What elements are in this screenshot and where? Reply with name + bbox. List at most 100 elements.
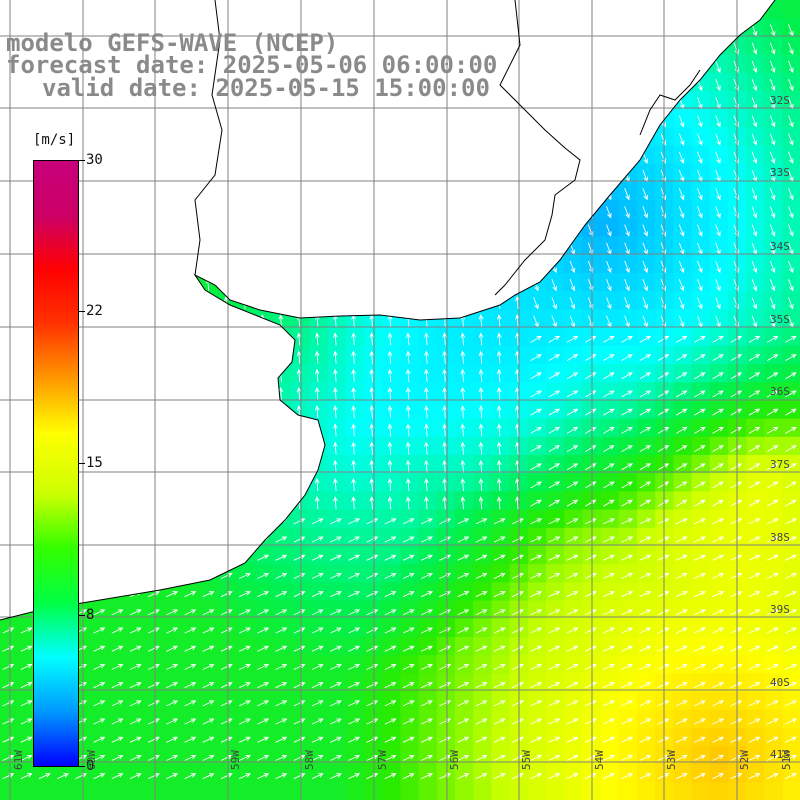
wind-speed-cell: [0, 345, 19, 365]
wind-arrow: [2, 591, 15, 598]
wind-arrow: [202, 682, 215, 689]
wind-arrow: [584, 463, 597, 471]
wind-speed-cell: [72, 782, 92, 800]
wind-arrow: [314, 386, 320, 401]
wind-arrow: [311, 609, 324, 616]
wind-arrow: [748, 499, 761, 507]
wind-arrow: [242, 150, 247, 164]
wind-arrow: [548, 591, 561, 598]
wind-arrow: [512, 554, 524, 561]
wind-speed-cell: [127, 127, 147, 147]
wind-speed-cell: [491, 182, 511, 201]
wind-arrow: [657, 718, 670, 725]
wind-arrow: [478, 332, 484, 346]
wind-arrow: [2, 572, 15, 579]
wind-speed-cell: [382, 109, 401, 128]
wind-arrow: [293, 773, 306, 780]
wind-speed-cell: [127, 291, 147, 310]
wind-speed-cell: [109, 327, 128, 347]
wind-arrow: [678, 78, 685, 92]
wind-arrow: [493, 645, 506, 652]
wind-speed-cell: [254, 509, 274, 529]
wind-arrow: [675, 499, 688, 507]
wind-arrow: [311, 736, 324, 743]
wind-arrow: [78, 350, 83, 364]
wind-arrow: [748, 354, 761, 361]
wind-arrow: [530, 426, 542, 434]
wind-arrow: [530, 518, 543, 525]
wind-arrow: [351, 405, 356, 419]
wind-arrow: [387, 405, 393, 419]
wind-arrow: [369, 386, 375, 401]
wind-arrow: [769, 133, 776, 146]
wind-arrow: [675, 682, 688, 689]
wind-arrow: [5, 295, 11, 310]
wind-arrow: [748, 682, 761, 689]
wind-speed-cell: [782, 273, 800, 292]
wind-speed-cell: [618, 0, 638, 19]
wind-arrow: [314, 204, 320, 219]
wind-speed-cell: [655, 218, 674, 238]
wind-arrow: [387, 423, 393, 437]
wind-arrow: [38, 773, 51, 780]
wind-arrow: [675, 390, 688, 398]
wind-arrow: [220, 773, 233, 780]
wind-arrow: [675, 645, 688, 652]
wind-arrow: [205, 204, 211, 219]
wind-arrow: [187, 277, 193, 291]
wind-arrow: [551, 24, 557, 37]
wind-arrow: [260, 150, 265, 164]
wind-arrow: [387, 132, 393, 146]
wind-arrow: [493, 718, 506, 725]
wind-speed-cell: [127, 400, 147, 420]
wind-arrow: [351, 295, 356, 310]
wind-speed-cell: [546, 309, 565, 329]
wind-arrow: [293, 754, 306, 761]
wind-arrow: [184, 572, 197, 579]
wind-speed-cell: [0, 582, 19, 602]
wind-arrow: [405, 259, 411, 273]
wind-speed-cell: [782, 109, 800, 128]
wind-arrow: [296, 223, 302, 237]
wind-speed-cell: [546, 109, 565, 128]
wind-arrow: [405, 204, 411, 219]
wind-arrow: [730, 554, 743, 561]
wind-arrow: [387, 22, 393, 37]
wind-arrow: [220, 518, 233, 525]
wind-arrow: [242, 350, 247, 364]
wind-arrow: [5, 204, 11, 219]
wind-arrow: [424, 113, 429, 128]
wind-speed-cell: [527, 200, 547, 219]
wind-arrow: [478, 314, 484, 328]
wind-arrow: [788, 151, 794, 164]
wind-arrow: [603, 591, 615, 598]
colorbar-tick-8: 8: [86, 607, 95, 623]
lat-label-37s: 37S: [770, 458, 790, 471]
wind-arrow: [766, 354, 779, 361]
wind-arrow: [530, 718, 543, 725]
wind-arrow: [642, 97, 648, 110]
wind-arrow: [694, 718, 706, 725]
wind-speed-cell: [345, 218, 365, 238]
wind-arrow: [351, 223, 356, 237]
wind-arrow: [442, 132, 447, 146]
wind-arrow: [748, 591, 761, 598]
wind-arrow: [748, 773, 761, 780]
wind-arrow: [475, 773, 488, 780]
wind-speed-cell: [764, 782, 784, 800]
wind-speed-cell: [637, 218, 656, 238]
wind-speed-cell: [236, 0, 256, 19]
wind-arrow: [694, 609, 706, 616]
wind-speed-cell: [127, 455, 147, 474]
wind-arrow: [260, 204, 265, 219]
wind-arrow: [748, 572, 761, 579]
wind-speed-cell: [527, 145, 547, 165]
wind-arrow: [78, 241, 83, 255]
wind-arrow: [402, 718, 415, 725]
colorbar-tick-22: 22: [86, 303, 103, 319]
wind-speed-cell: [782, 54, 800, 74]
wind-arrow: [530, 591, 543, 598]
wind-speed-cell: [327, 782, 347, 800]
wind-arrow: [766, 554, 779, 561]
